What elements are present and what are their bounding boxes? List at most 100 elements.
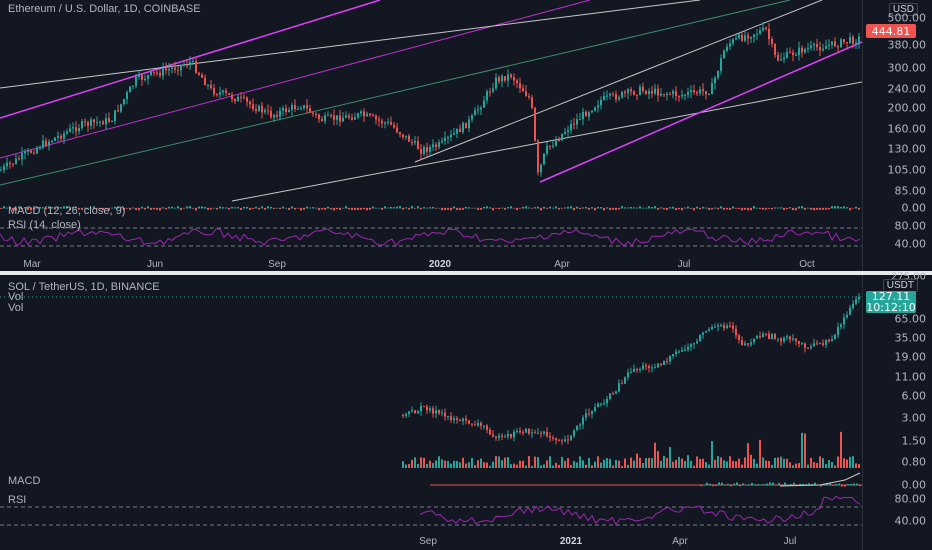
eth-candle-body [228,93,230,95]
sol-volume-bar [693,465,695,468]
sol-vol-legend[interactable]: Vol [8,291,24,303]
sol-candle-body [627,372,629,378]
sol-candle-body [846,314,848,318]
eth-time-label: Sep [268,259,286,270]
eth-candle-body [609,93,611,96]
eth-candle-body [57,135,59,138]
eth-white-wedge-line [414,0,823,163]
eth-macd-hist-bar [558,208,560,210]
sol-macd-hist-bar [736,482,738,486]
eth-macd-hist-bar [264,208,266,210]
sol-volume-bar [717,456,719,468]
sol-volume-bar [621,465,623,468]
eth-candle-body [36,147,38,154]
sol-candle-body [843,317,845,325]
sol-candle-body [561,440,563,442]
eth-rsi-legend[interactable]: RSI (14, close) [8,219,81,231]
eth-macd-hist-bar [429,207,431,209]
eth-macd-hist-bar [858,208,860,210]
eth-macd-hist-bar [153,208,155,210]
eth-candle-body [564,132,566,134]
eth-macd-hist-bar [381,208,383,210]
eth-macd-legend[interactable]: MACD (12, 26, close, 9) [8,205,126,217]
eth-macd-hist-bar [135,208,137,211]
eth-magenta-support-line [539,41,862,183]
eth-macd-hist-bar [420,208,422,210]
eth-macd-axis-label: 0.00 [901,201,927,215]
eth-candle-body [30,150,32,153]
sol-volume-bar [747,443,749,468]
eth-macd-hist-bar [78,208,80,210]
sol-vol-legend[interactable]: Vol [8,302,24,314]
eth-chart-canvas[interactable] [0,0,862,271]
sol-candle-body [576,425,578,431]
eth-price-axis[interactable]: USD 500.00 380.00 300.00 240.00 200.00 1… [862,0,932,271]
eth-macd-hist-bar [765,208,767,210]
eth-candle-body [417,141,419,150]
sol-candle-body [849,307,851,315]
eth-macd-hist-bar [294,208,296,210]
sol-macd-axis-label: 0.00 [901,478,927,492]
eth-macd-hist-bar [384,206,386,209]
eth-candle-body [144,78,146,80]
sol-volume-bar [675,459,677,468]
sol-macd-hist-bar [709,483,711,486]
sol-candle-body [423,406,425,408]
sol-chart-canvas[interactable] [0,275,862,550]
eth-currency-unit[interactable]: USD [888,3,918,16]
eth-candle-body [366,113,368,117]
eth-candle-body [12,163,14,165]
eth-candle-body [492,88,494,92]
eth-macd-hist-bar [345,206,347,209]
sol-rsi-legend[interactable]: RSI [8,494,27,506]
eth-macd-hist-bar [750,208,752,211]
sol-macd-legend[interactable]: MACD [8,475,41,487]
eth-symbol-title[interactable]: Ethereum / U.S. Dollar, 1D, COINBASE [8,3,201,15]
sol-price-label: 11.00 [894,370,927,384]
sol-volume-bar [546,460,548,468]
sol-chart-area[interactable]: SOL / TetherUS, 1D, BINANCE Vol Vol MACD… [0,275,862,550]
eth-candle-body [582,111,584,120]
eth-candle-body [828,45,830,47]
eth-candle-body [840,39,842,48]
sol-volume-bar [594,461,596,468]
eth-macd-hist-bar [774,207,776,209]
sol-candle-body [834,334,836,340]
eth-macd-hist-bar [87,207,89,209]
eth-green-trend-line [0,0,791,186]
eth-candle-body [636,94,638,96]
sol-candle-body [408,411,410,414]
eth-candle-body [798,47,800,56]
eth-candle-body [237,96,239,102]
sol-candle-body [660,363,662,365]
sol-volume-bar [741,464,743,468]
eth-white-trend-line [0,0,701,89]
eth-candle-body [345,115,347,118]
sol-volume-bar [537,457,539,468]
eth-candle-body [519,82,521,89]
eth-candle-body [192,61,194,63]
eth-time-axis[interactable]: Mar Jun Sep 2020 Apr Jul Oct [0,259,862,271]
sol-volume-bar [813,462,815,468]
sol-volume-bar [702,458,704,468]
sol-chart-pane[interactable]: SOL / TetherUS, 1D, BINANCE Vol Vol MACD… [0,272,932,550]
eth-candle-body [711,83,713,95]
sol-candle-body [654,367,656,369]
sol-symbol-title[interactable]: SOL / TetherUS, 1D, BINANCE [8,281,160,293]
sol-volume-bar [486,462,488,468]
eth-candle-body [696,92,698,94]
sol-price-axis[interactable]: 275.00 USDT 65.00 35.00 19.00 11.00 6.00… [862,272,932,550]
sol-candle-body [453,418,455,420]
eth-macd-hist-bar [660,207,662,209]
pane-separator[interactable] [0,271,932,275]
eth-chart-pane[interactable]: Ethereum / U.S. Dollar, 1D, COINBASE MAC… [0,0,932,271]
sol-macd-hist-bar [799,483,801,486]
eth-macd-hist-bar [228,208,230,210]
eth-chart-area[interactable]: Ethereum / U.S. Dollar, 1D, COINBASE MAC… [0,0,862,271]
sol-candle-body [468,420,470,424]
sol-time-axis[interactable]: Sep 2021 Apr Jul [0,536,862,550]
sol-candle-body [552,437,554,439]
sol-candle-body [474,424,476,426]
eth-macd-hist-bar [768,208,770,209]
